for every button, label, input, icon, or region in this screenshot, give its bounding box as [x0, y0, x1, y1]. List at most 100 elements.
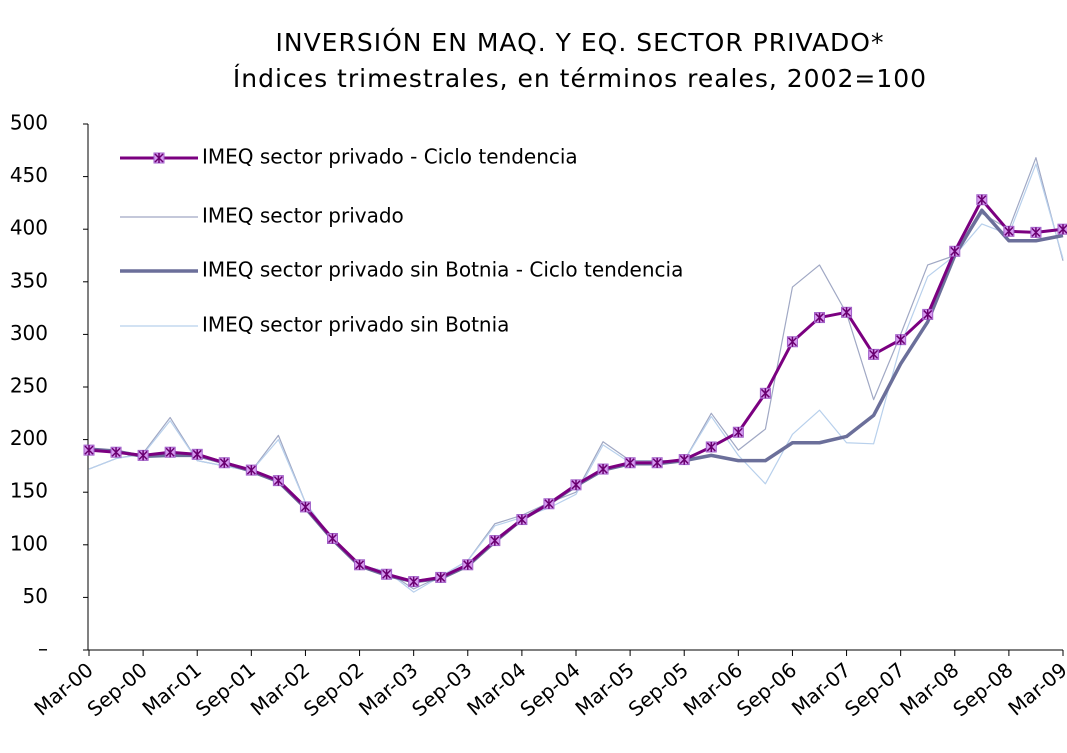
data-point [624, 457, 636, 469]
x-tick-label: Mar-02 [246, 658, 314, 721]
data-point [327, 532, 338, 544]
data-point [543, 498, 555, 510]
data-point [153, 152, 165, 164]
data-point [1003, 225, 1015, 237]
data-point [732, 426, 744, 438]
marker-star [219, 457, 229, 468]
marker-star [111, 447, 121, 458]
x-tick-label: Mar-01 [138, 658, 206, 721]
marker-star [977, 194, 987, 205]
y-tick-label: 200 [10, 426, 48, 450]
marker-star [517, 514, 527, 525]
legend-label: IMEQ sector privado sin Botnia - Ciclo t… [202, 258, 683, 282]
data-point [354, 559, 366, 571]
x-tick-label: Sep-02 [299, 658, 368, 722]
marker-star [355, 559, 365, 570]
data-point [651, 457, 663, 469]
data-point [949, 245, 961, 257]
data-point [1030, 226, 1042, 238]
data-point [83, 444, 95, 456]
y-tick-label: 300 [10, 321, 48, 345]
data-point [137, 449, 149, 461]
marker-star [598, 464, 608, 475]
x-tick-label: Sep-08 [948, 658, 1017, 722]
chart-title: INVERSIÓN EN MAQ. Y EQ. SECTOR PRIVADO* [276, 27, 885, 57]
marker-star [1004, 226, 1014, 237]
marker-star [706, 441, 716, 452]
data-point [922, 308, 934, 320]
marker-star [409, 576, 419, 587]
data-point [164, 446, 176, 458]
marker-star [273, 475, 283, 486]
x-tick-label: Sep-05 [624, 658, 693, 722]
marker-star [679, 454, 689, 465]
data-point [597, 463, 609, 475]
data-point [814, 312, 825, 324]
chart-subtitle: Índices trimestrales, en términos reales… [233, 64, 927, 93]
marker-star [84, 445, 94, 456]
marker-star [436, 572, 446, 583]
x-tick-label: Mar-04 [462, 658, 530, 721]
data-point [868, 348, 880, 360]
marker-star [950, 246, 960, 257]
y-tick-label: 100 [10, 531, 48, 555]
x-tick-label: Sep-07 [840, 658, 909, 722]
x-tick-label: Mar-07 [787, 658, 855, 721]
marker-star [923, 309, 933, 320]
marker-star [490, 535, 500, 546]
marker-star [1031, 227, 1041, 238]
marker-star [760, 388, 770, 399]
data-point [408, 576, 420, 588]
marker-star [652, 457, 662, 468]
legend-label: IMEQ sector privado sin Botnia [202, 313, 509, 337]
data-point [516, 514, 528, 526]
data-point [218, 457, 230, 469]
marker-star [787, 336, 797, 347]
marker-star [300, 501, 310, 512]
data-point [759, 387, 771, 399]
data-point [299, 501, 311, 513]
y-tick-label: 450 [10, 163, 48, 187]
data-point [895, 334, 907, 346]
marker-star [842, 307, 852, 318]
x-tick-label: Sep-04 [515, 658, 584, 722]
marker-star [733, 427, 743, 438]
data-point [705, 441, 717, 453]
data-point [191, 448, 203, 460]
data-point [570, 479, 582, 491]
y-tick-label: 350 [10, 268, 48, 292]
x-tick-label: Sep-03 [407, 658, 476, 722]
marker-star [165, 447, 175, 458]
y-tick-label: 250 [10, 374, 48, 398]
y-tick-label: 150 [10, 479, 48, 503]
data-point [381, 568, 393, 580]
marker-star [138, 450, 148, 461]
y-tick-label: 500 [10, 111, 48, 135]
data-point [110, 446, 122, 458]
marker-star [463, 559, 473, 570]
data-point [786, 336, 798, 348]
marker-star [625, 457, 635, 468]
data-point [435, 571, 447, 583]
y-tick-label: 400 [10, 216, 48, 240]
x-tick-label: Mar-00 [29, 658, 97, 721]
marker-star [814, 312, 825, 323]
marker-star [382, 569, 392, 580]
x-tick-label: Mar-05 [570, 658, 638, 721]
data-point [678, 454, 690, 466]
y-tick-label: 50 [23, 584, 48, 608]
x-tick-label: Mar-09 [1003, 658, 1067, 721]
x-tick-label: Mar-08 [895, 658, 963, 721]
data-point [976, 194, 988, 206]
marker-star [1058, 224, 1067, 235]
x-tick-label: Sep-00 [83, 658, 152, 722]
data-point [462, 559, 474, 571]
data-point [489, 535, 501, 547]
marker-star [896, 334, 906, 345]
marker-star [327, 533, 338, 544]
marker-star [869, 349, 879, 360]
data-point [272, 475, 284, 487]
x-tick-label: Sep-01 [191, 658, 260, 722]
marker-star [154, 153, 164, 163]
